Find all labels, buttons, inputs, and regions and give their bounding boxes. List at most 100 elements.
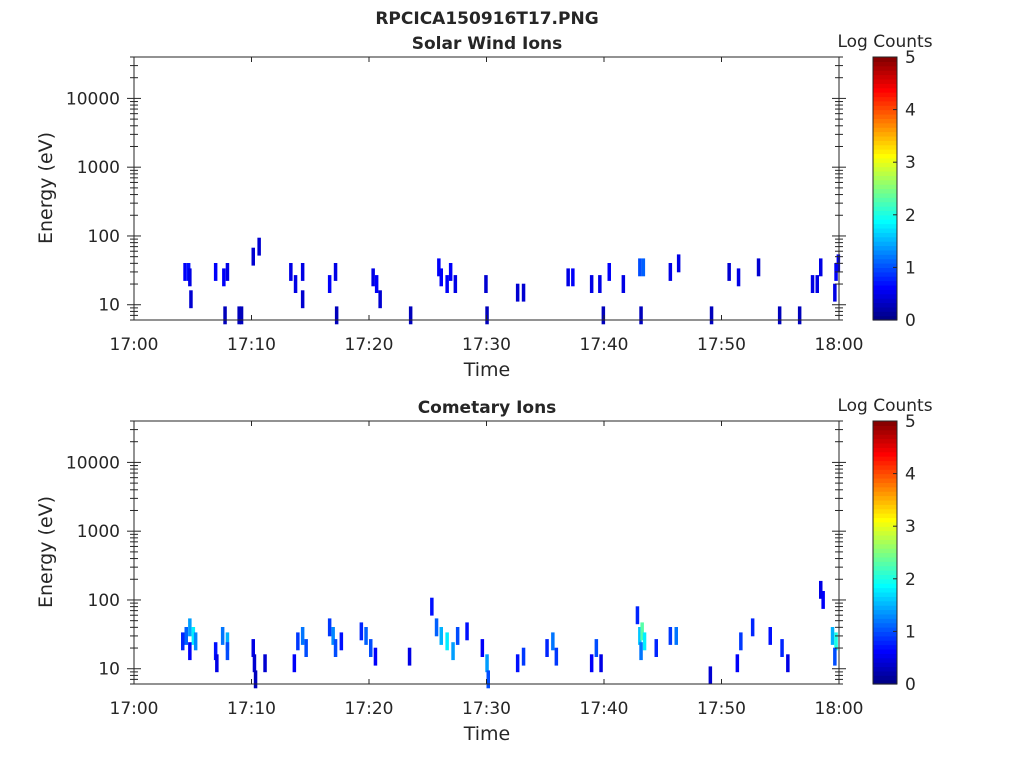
cometary-colorbar: 0 1 2 3 4 5 [872, 412, 916, 695]
solar-wind-y-tick-label: 1000 [77, 158, 120, 178]
solar-wind-cell [374, 275, 379, 293]
solar-wind-colorbar-tick-label: 4 [905, 101, 916, 121]
solar-wind-x-label: Time [463, 359, 511, 381]
solar-wind-cell [213, 263, 218, 281]
cometary-cell [430, 597, 434, 616]
cometary-colorbar-segment [873, 679, 897, 685]
solar-wind-colorbar-segment [873, 276, 897, 282]
solar-wind-colorbar-segment [873, 214, 897, 220]
cometary-colorbar-segment [873, 473, 897, 479]
cometary-cell [515, 654, 520, 673]
solar-wind-cell [589, 275, 594, 293]
solar-wind-panel: Solar Wind Ions 17:00 17:10 17:20 17:30 17:4… [35, 32, 933, 381]
solar-wind-colorbar-segment [873, 118, 897, 124]
cometary-cell [668, 627, 673, 645]
solar-wind-cell [815, 275, 819, 293]
solar-wind-colorbar-segment [873, 57, 897, 62]
cometary-cell [599, 654, 603, 673]
cometary-colorbar-segment [873, 539, 897, 545]
solar-wind-colorbar-segment [873, 267, 897, 273]
solar-wind-colorbar-segment [873, 109, 897, 115]
solar-wind-colorbar-segment [873, 83, 897, 89]
cometary-colorbar-segment [873, 627, 897, 632]
cometary-cell [327, 618, 332, 637]
cometary-colorbar-segment [873, 662, 897, 668]
solar-wind-cell [727, 263, 731, 281]
solar-wind-colorbar-segment [873, 61, 897, 67]
cometary-cell [184, 627, 188, 645]
solar-wind-colorbar-segment [873, 258, 897, 264]
solar-wind-colorbar: 0 1 2 3 4 5 [872, 48, 916, 331]
cometary-colorbar-tick-label: 0 [905, 675, 916, 695]
solar-wind-cell [300, 263, 305, 281]
solar-wind-colorbar-segment [873, 241, 897, 247]
solar-wind-x-tick-label: 18:00 [815, 335, 864, 355]
cometary-colorbar-segment [873, 591, 897, 597]
solar-wind-colorbar-segment [873, 306, 897, 312]
solar-wind-cell [222, 268, 226, 287]
solar-wind-x-tick-label: 17:40 [580, 335, 629, 355]
solar-wind-cell [300, 290, 305, 309]
cometary-y-tick-label: 10000 [66, 453, 120, 473]
cometary-cell [215, 654, 219, 673]
cometary-cell [819, 580, 823, 599]
cometary-cell [445, 632, 449, 651]
solar-wind-colorbar-segment [873, 70, 897, 76]
cometary-colorbar-segment [873, 618, 897, 624]
solar-wind-colorbar-segment [873, 105, 897, 111]
solar-wind-cell [239, 306, 244, 325]
cometary-colorbar-segment [873, 526, 897, 532]
solar-wind-colorbar-segment [873, 162, 897, 168]
solar-wind-cell [566, 268, 570, 287]
cometary-colorbar-segment [873, 425, 897, 431]
solar-wind-cell [709, 306, 714, 325]
solar-wind-colorbar-segment [873, 311, 897, 317]
solar-wind-colorbar-segment [873, 65, 897, 71]
cometary-colorbar-segment [873, 613, 897, 619]
solar-wind-colorbar-segment [873, 175, 897, 181]
solar-wind-colorbar-segment [873, 179, 897, 185]
cometary-panel: Cometary Ions 17:00 17:10 17:20 17:30 17:40 1… [35, 396, 933, 745]
cometary-cell [638, 627, 642, 645]
cometary-colorbar-segment [873, 640, 897, 646]
cometary-x-tick-label: 17:50 [697, 699, 746, 719]
solar-wind-colorbar-segment [873, 78, 897, 84]
cometary-colorbar-segment [873, 504, 897, 510]
cometary-x-label: Time [463, 723, 511, 745]
solar-wind-colorbar-segment [873, 249, 897, 255]
solar-wind-colorbar-segment [873, 192, 897, 198]
cometary-cell [300, 627, 305, 645]
cometary-colorbar-frame [872, 420, 898, 685]
cometary-cell [407, 647, 412, 666]
cometary-cell [251, 639, 255, 657]
cometary-cell [735, 654, 740, 673]
cometary-colorbar-segment [873, 530, 897, 536]
cometary-cell [551, 632, 555, 651]
cometary-colorbar-segment [873, 491, 897, 497]
solar-wind-colorbar-tick-label: 5 [905, 48, 916, 68]
cometary-colorbar-segment [873, 648, 897, 654]
solar-wind-cell [293, 275, 298, 293]
solar-wind-cell [736, 268, 741, 287]
cometary-y-ticks: 10 100 1000 10000 [66, 420, 846, 685]
solar-wind-cell [601, 306, 606, 325]
cometary-colorbar-segment [873, 666, 897, 672]
cometary-cell [263, 654, 267, 673]
cometary-colorbar-segment [873, 644, 897, 650]
solar-wind-cell [439, 268, 443, 287]
solar-wind-colorbar-segment [873, 223, 897, 229]
cometary-colorbar-segment [873, 570, 897, 576]
cometary-x-tick-label: 17:10 [227, 699, 276, 719]
solar-wind-colorbar-segment [873, 113, 897, 119]
cometary-x-tick-label: 18:00 [815, 699, 864, 719]
cometary-cell [439, 627, 443, 645]
solar-wind-colorbar-segment [873, 232, 897, 238]
cometary-colorbar-segment [873, 482, 897, 488]
solar-wind-colorbar-segment [873, 170, 897, 176]
solar-wind-cell [327, 275, 332, 293]
cometary-axes-box [133, 420, 840, 685]
cometary-cell [359, 622, 364, 641]
solar-wind-colorbar-frame [872, 56, 898, 321]
solar-wind-x-tick-label: 17:10 [227, 335, 276, 355]
cometary-colorbar-segment [873, 486, 897, 492]
